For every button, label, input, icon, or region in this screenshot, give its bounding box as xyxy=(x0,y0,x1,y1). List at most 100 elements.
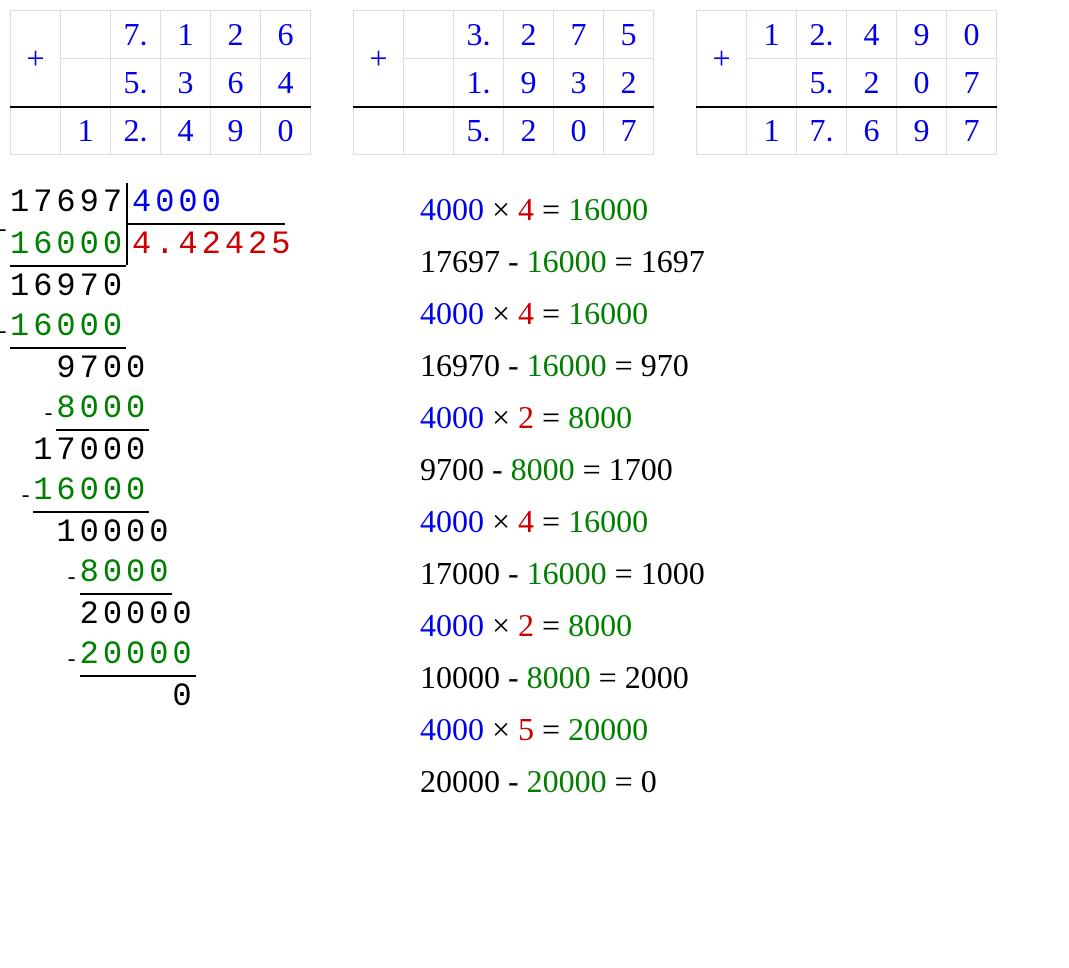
step-token: = 2000 xyxy=(591,659,689,695)
longdiv-row: 176974000 xyxy=(10,183,390,225)
step-token: 16970 - xyxy=(420,347,527,383)
digit-cell: 2 xyxy=(211,11,261,59)
digit-cell: 9 xyxy=(897,107,947,155)
step-token: = xyxy=(534,191,568,227)
digit-cell: 5. xyxy=(797,59,847,107)
step-token: = xyxy=(534,711,568,747)
step-line: 16970 - 16000 = 970 xyxy=(420,339,705,391)
step-token: × xyxy=(484,503,518,539)
step-line: 4000 × 5 = 20000 xyxy=(420,703,705,755)
digit-cell: 0 xyxy=(261,107,311,155)
step-token: 8000 xyxy=(527,659,591,695)
digit-cell xyxy=(61,59,111,107)
longdiv-row: - 8000 xyxy=(10,389,390,431)
digit-cell: 7 xyxy=(947,107,997,155)
step-token: 17697 - xyxy=(420,243,527,279)
plus-sign: + xyxy=(11,11,61,107)
step-token: 4000 xyxy=(420,295,484,331)
digit-cell: 5. xyxy=(454,107,504,155)
digit-cell: 5 xyxy=(604,11,654,59)
digit-cell: 7 xyxy=(604,107,654,155)
step-token: = xyxy=(534,399,568,435)
digit-cell: 6 xyxy=(847,107,897,155)
step-token: 16000 xyxy=(527,555,607,591)
step-token: × xyxy=(484,711,518,747)
step-token: 8000 xyxy=(568,399,632,435)
digit-cell: 9 xyxy=(211,107,261,155)
longdiv-row: - 20000 xyxy=(10,635,390,677)
longdiv-row: - 16000 xyxy=(10,471,390,513)
longdiv-row: -160004.42425 xyxy=(10,225,390,267)
digit-cell xyxy=(11,107,61,155)
step-token: = 1000 xyxy=(607,555,705,591)
step-line: 20000 - 20000 = 0 xyxy=(420,755,705,807)
step-token: 4000 xyxy=(420,711,484,747)
digit-cell: 5. xyxy=(111,59,161,107)
step-token: = xyxy=(534,503,568,539)
digit-cell: 2. xyxy=(797,11,847,59)
step-line: 17000 - 16000 = 1000 xyxy=(420,547,705,599)
digit-cell: 7. xyxy=(797,107,847,155)
step-token: = 970 xyxy=(607,347,689,383)
step-token: 16000 xyxy=(527,243,607,279)
digit-cell: 1 xyxy=(61,107,111,155)
addition-tables-row: +7.1265.36412.490+3.2751.9325.207+12.490… xyxy=(10,10,1059,155)
step-token: 4 xyxy=(518,191,534,227)
step-token: 16000 xyxy=(568,503,648,539)
step-token: 8000 xyxy=(568,607,632,643)
step-token: 8000 xyxy=(511,451,575,487)
addition-table: +3.2751.9325.207 xyxy=(353,10,654,155)
step-token: = xyxy=(534,607,568,643)
step-token: = 0 xyxy=(607,763,657,799)
step-token: = 1700 xyxy=(575,451,673,487)
digit-cell: 4 xyxy=(261,59,311,107)
digit-cell xyxy=(354,107,404,155)
step-token: = 1697 xyxy=(607,243,705,279)
plus-sign: + xyxy=(354,11,404,107)
digit-cell xyxy=(404,11,454,59)
digit-cell: 2 xyxy=(604,59,654,107)
step-token: 17000 - xyxy=(420,555,527,591)
digit-cell: 0 xyxy=(897,59,947,107)
digit-cell: 7 xyxy=(554,11,604,59)
step-token: 9700 - xyxy=(420,451,511,487)
longdiv-row: 9700 xyxy=(10,349,390,389)
digit-cell: 0 xyxy=(947,11,997,59)
step-token: 16000 xyxy=(527,347,607,383)
digit-cell: 2. xyxy=(111,107,161,155)
plus-sign: + xyxy=(697,11,747,107)
digit-cell: 3 xyxy=(554,59,604,107)
step-line: 4000 × 2 = 8000 xyxy=(420,599,705,651)
step-line: 4000 × 4 = 16000 xyxy=(420,183,705,235)
step-line: 4000 × 2 = 8000 xyxy=(420,391,705,443)
step-token: 10000 - xyxy=(420,659,527,695)
step-line: 4000 × 4 = 16000 xyxy=(420,287,705,339)
digit-cell: 9 xyxy=(897,11,947,59)
lower-section: 176974000-160004.4242516970-16000 9700- … xyxy=(10,183,1059,807)
digit-cell: 4 xyxy=(161,107,211,155)
long-division: 176974000-160004.4242516970-16000 9700- … xyxy=(10,183,390,717)
digit-cell xyxy=(697,107,747,155)
step-token: 16000 xyxy=(568,191,648,227)
step-token: 20000 xyxy=(568,711,648,747)
digit-cell: 3 xyxy=(161,59,211,107)
digit-cell: 1 xyxy=(747,107,797,155)
addition-table: +12.4905.20717.697 xyxy=(696,10,997,155)
longdiv-row: 17000 xyxy=(10,431,390,471)
digit-cell: 7. xyxy=(111,11,161,59)
longdiv-row: 10000 xyxy=(10,513,390,553)
digit-cell xyxy=(747,59,797,107)
step-token: 4000 xyxy=(420,607,484,643)
longdiv-row: -16000 xyxy=(10,307,390,349)
step-token: × xyxy=(484,191,518,227)
addition-table: +7.1265.36412.490 xyxy=(10,10,311,155)
digit-cell xyxy=(404,107,454,155)
digit-cell: 1. xyxy=(454,59,504,107)
digit-cell: 2 xyxy=(847,59,897,107)
division-steps: 4000 × 4 = 1600017697 - 16000 = 16974000… xyxy=(420,183,705,807)
digit-cell: 3. xyxy=(454,11,504,59)
digit-cell: 7 xyxy=(947,59,997,107)
step-line: 4000 × 4 = 16000 xyxy=(420,495,705,547)
digit-cell: 2 xyxy=(504,11,554,59)
longdiv-row: 20000 xyxy=(10,595,390,635)
